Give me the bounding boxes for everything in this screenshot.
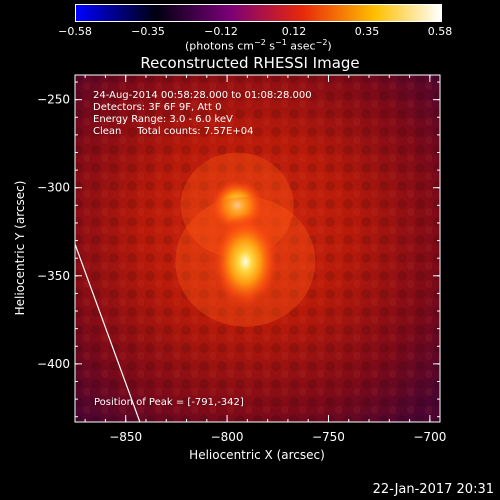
y-tick-label: −400	[37, 357, 70, 371]
timestamp: 22-Jan-2017 20:31	[372, 482, 494, 497]
x-tick-label: −750	[312, 430, 345, 444]
annotation-energy: Energy Range: 3.0 - 6.0 keV	[93, 114, 233, 125]
x-axis-label: Heliocentric X (arcsec)	[189, 448, 325, 462]
annotation-counts: Clean Total counts: 7.57E+04	[93, 126, 254, 137]
annotation-time: 24-Aug-2014 00:58:28.000 to 01:08:28.000	[93, 90, 312, 101]
chart-title: Reconstructed RHESSI Image	[140, 54, 360, 72]
colorbar-tick-label: 0.12	[281, 25, 307, 38]
colorbar-tick-label: −0.58	[58, 25, 92, 38]
y-tick-label: −300	[37, 181, 70, 195]
source-core-1	[211, 213, 280, 310]
y-axis-label: Heliocentric Y (arcsec)	[13, 181, 27, 316]
colorbar-tick-label: −0.12	[204, 25, 238, 38]
colorbar-tick-label: 0.35	[354, 25, 380, 38]
colorbar	[75, 4, 442, 22]
colorbar-label: (photons cm−2 s−1 asec−2)	[185, 38, 332, 53]
y-tick-label: −350	[37, 269, 70, 283]
y-tick-label: −250	[37, 93, 70, 107]
annotation-detectors: Detectors: 3F 6F 9F, Att 0	[93, 102, 222, 113]
solar-limb-line	[75, 243, 141, 422]
x-tick-label: −700	[413, 430, 446, 444]
x-tick-label: −850	[109, 430, 142, 444]
x-tick-label: −800	[211, 430, 244, 444]
peak-position-label: Position of Peak = [-791,-342]	[94, 397, 244, 408]
plot-frame	[74, 74, 441, 423]
colorbar-tick-label: 0.58	[427, 25, 453, 38]
colorbar-tick-label: −0.35	[131, 25, 165, 38]
